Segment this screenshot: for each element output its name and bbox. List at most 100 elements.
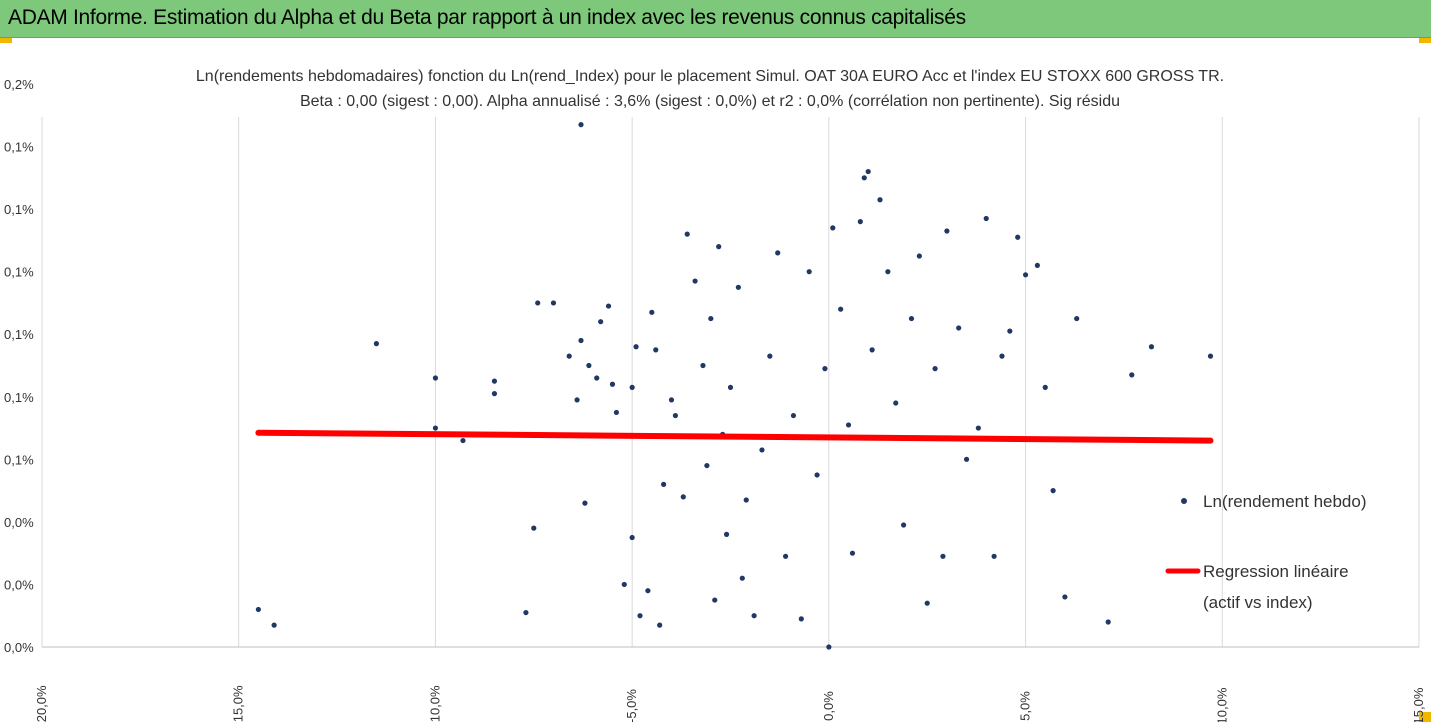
data-point	[893, 400, 899, 406]
y-tick-label: 0,1%	[4, 202, 34, 217]
data-point	[668, 397, 675, 403]
data-point	[582, 500, 588, 506]
data-point	[1034, 262, 1040, 269]
regression-line-group	[255, 429, 1214, 444]
data-point	[963, 456, 970, 462]
data-point	[535, 300, 541, 306]
data-point	[1105, 619, 1111, 625]
data-point	[845, 422, 852, 428]
data-point	[1062, 594, 1068, 600]
x-tick-label: -10,0%	[427, 685, 442, 722]
gridlines	[41, 117, 1420, 648]
data-point	[940, 553, 946, 559]
data-point	[991, 553, 997, 559]
data-point	[605, 303, 612, 309]
x-tick-label: 5,0%	[1018, 691, 1033, 721]
data-point	[598, 319, 604, 325]
data-point	[661, 481, 667, 487]
data-point	[869, 347, 875, 353]
data-point	[613, 409, 620, 416]
data-point	[1022, 272, 1029, 278]
data-point	[849, 550, 856, 556]
y-tick-label: 0,0%	[4, 515, 34, 530]
data-point	[908, 315, 915, 322]
data-point	[1129, 372, 1135, 378]
data-point	[692, 278, 698, 284]
x-tick-label: 0,0%	[821, 691, 836, 721]
report-title: ADAM Informe. Estimation du Alpha et du …	[8, 6, 966, 29]
data-point	[680, 494, 686, 500]
report-banner: ADAM Informe. Estimation du Alpha et du …	[0, 0, 1431, 38]
data-point	[653, 347, 659, 353]
data-point	[373, 341, 380, 347]
data-point	[759, 447, 765, 453]
data-point	[566, 353, 572, 359]
data-point	[629, 384, 635, 390]
data-point	[790, 412, 797, 419]
y-tick-label: 0,1%	[4, 327, 34, 342]
data-point	[727, 384, 734, 390]
data-point	[775, 250, 781, 256]
data-point	[491, 378, 498, 384]
data-point	[672, 412, 679, 419]
data-point	[1050, 488, 1056, 494]
y-tick-label: 0,1%	[4, 140, 34, 155]
data-point	[826, 644, 832, 650]
y-tick-label: 0,1%	[4, 452, 34, 467]
data-point	[1148, 344, 1155, 350]
data-point	[657, 622, 663, 628]
data-point	[460, 437, 466, 444]
data-point	[1007, 328, 1013, 334]
data-point	[932, 366, 938, 372]
scatter-chart: Ln(rendements hebdomadaires) fonction du…	[4, 68, 1426, 727]
corner-marker-left	[0, 38, 12, 43]
data-point	[830, 225, 836, 231]
data-point	[708, 315, 714, 322]
y-tick-label: 0,1%	[4, 390, 34, 405]
legend-label-regression: Regression linéaire	[1203, 562, 1349, 581]
data-point	[1015, 234, 1021, 240]
regression-line	[255, 429, 1214, 444]
scatter-points	[255, 122, 1214, 650]
data-point	[1074, 315, 1080, 322]
y-tick-label: 0,0%	[4, 577, 34, 592]
data-point	[901, 522, 907, 528]
x-tick-label: -20,0%	[34, 685, 49, 722]
data-point	[578, 122, 584, 128]
data-point	[531, 525, 537, 531]
data-point	[432, 375, 439, 381]
data-point	[523, 609, 529, 616]
data-point	[798, 616, 804, 622]
x-axis-ticks: -20,0% -15,0% -10,0% -5,0% 0,0% 5,0% 10,0% 15,0…	[34, 685, 1426, 727]
data-point	[621, 581, 627, 588]
y-tick-label: 0,1%	[4, 265, 34, 280]
data-point	[609, 381, 616, 387]
data-point	[735, 284, 741, 290]
chart-title-line1: Ln(rendements hebdomadaires) fonction du…	[196, 68, 1224, 85]
data-point	[684, 231, 690, 237]
data-point	[723, 531, 730, 537]
data-point	[944, 228, 950, 234]
data-point	[586, 362, 592, 369]
data-point	[716, 244, 722, 250]
data-point	[550, 300, 557, 306]
data-point	[814, 472, 820, 478]
y-axis-ticks: 0,0% 0,0% 0,0% 0,1% 0,1% 0,1% 0,1% 0,1% 0,1% 0,2%	[4, 77, 34, 655]
data-point	[975, 425, 981, 431]
data-point	[633, 344, 639, 350]
x-tick-label: 15,0%	[1411, 687, 1426, 722]
data-point	[1042, 384, 1048, 390]
data-point	[743, 497, 749, 503]
data-point	[271, 622, 277, 628]
data-point	[578, 337, 584, 344]
data-point	[865, 168, 871, 175]
data-point	[574, 397, 580, 403]
x-tick-label: -15,0%	[231, 685, 246, 722]
data-point	[877, 197, 883, 203]
corner-marker-bottom	[1419, 712, 1431, 722]
data-point	[491, 391, 498, 397]
x-tick-label: 10,0%	[1214, 687, 1229, 722]
data-point	[924, 600, 930, 606]
data-point	[704, 462, 710, 469]
x-tick-label: -5,0%	[624, 689, 639, 722]
